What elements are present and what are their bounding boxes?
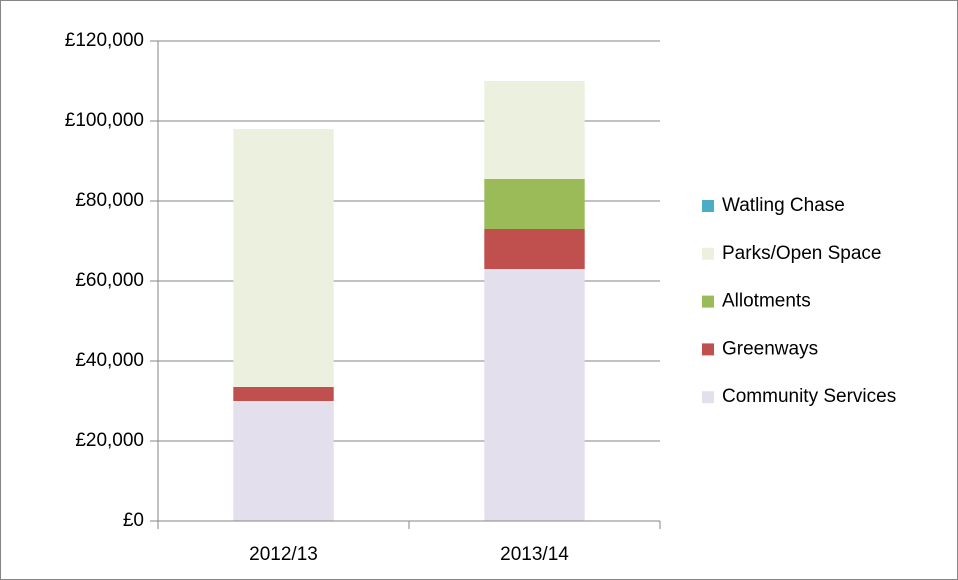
x-tick-label: 2013/14 xyxy=(500,544,569,565)
x-tick-label: 2012/13 xyxy=(249,544,318,565)
y-tick-label: £40,000 xyxy=(75,350,144,371)
y-tick-label: £120,000 xyxy=(65,30,144,51)
bar-segment xyxy=(233,401,334,521)
bar-segment xyxy=(233,129,334,387)
y-tick-label: £20,000 xyxy=(75,430,144,451)
legend-label: Parks/Open Space xyxy=(722,243,881,264)
y-tick-label: £80,000 xyxy=(75,190,144,211)
y-tick-label: £60,000 xyxy=(75,270,144,291)
legend-swatch xyxy=(702,200,714,212)
y-tick-label: £100,000 xyxy=(65,110,144,131)
legend-label: Greenways xyxy=(722,338,818,359)
legend-label: Community Services xyxy=(722,386,896,407)
legend-swatch xyxy=(702,391,714,404)
bar-segment xyxy=(233,387,334,401)
bar-segment xyxy=(484,229,585,269)
legend-swatch xyxy=(702,343,714,356)
legend-label: Watling Chase xyxy=(722,195,845,216)
legend-swatch xyxy=(702,247,714,260)
y-tick-label: £0 xyxy=(123,510,144,531)
bar-segment xyxy=(484,269,585,521)
legend-label: Allotments xyxy=(722,291,811,312)
bar-segment xyxy=(484,179,585,229)
bar-segment xyxy=(484,81,585,179)
legend-swatch xyxy=(702,295,714,308)
